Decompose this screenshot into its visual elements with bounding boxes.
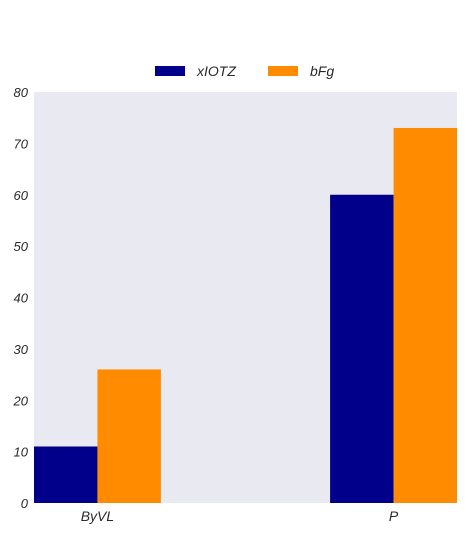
bar-xIOTZ-ByVL bbox=[34, 446, 98, 503]
bars bbox=[34, 127, 457, 504]
y-axis: 0 10 20 30 40 50 60 70 80 bbox=[13, 85, 29, 511]
y-tick-label: 50 bbox=[14, 239, 29, 254]
bar-bFg-P bbox=[393, 127, 457, 504]
y-tick-label: 20 bbox=[13, 393, 29, 408]
bar-bFg-ByVL bbox=[97, 369, 161, 503]
bar-xIOTZ-P bbox=[330, 194, 394, 503]
legend-label-xIOTZ: xIOTZ bbox=[196, 63, 236, 79]
x-axis: ByVL P bbox=[81, 508, 399, 524]
y-tick-label: 10 bbox=[14, 445, 29, 460]
legend-swatch-xIOTZ bbox=[155, 66, 185, 76]
y-tick-label: 40 bbox=[14, 291, 29, 306]
y-tick-label: 80 bbox=[14, 85, 29, 100]
x-tick-label: P bbox=[389, 508, 399, 524]
y-tick-label: 0 bbox=[21, 496, 29, 511]
y-tick-label: 70 bbox=[14, 136, 29, 151]
legend-swatch-bFg bbox=[268, 66, 298, 76]
y-tick-label: 30 bbox=[14, 342, 29, 357]
x-tick-label: ByVL bbox=[81, 508, 114, 524]
legend-label-bFg: bFg bbox=[310, 63, 334, 79]
legend: xIOTZ bFg bbox=[155, 63, 334, 79]
y-tick-label: 60 bbox=[14, 188, 29, 203]
